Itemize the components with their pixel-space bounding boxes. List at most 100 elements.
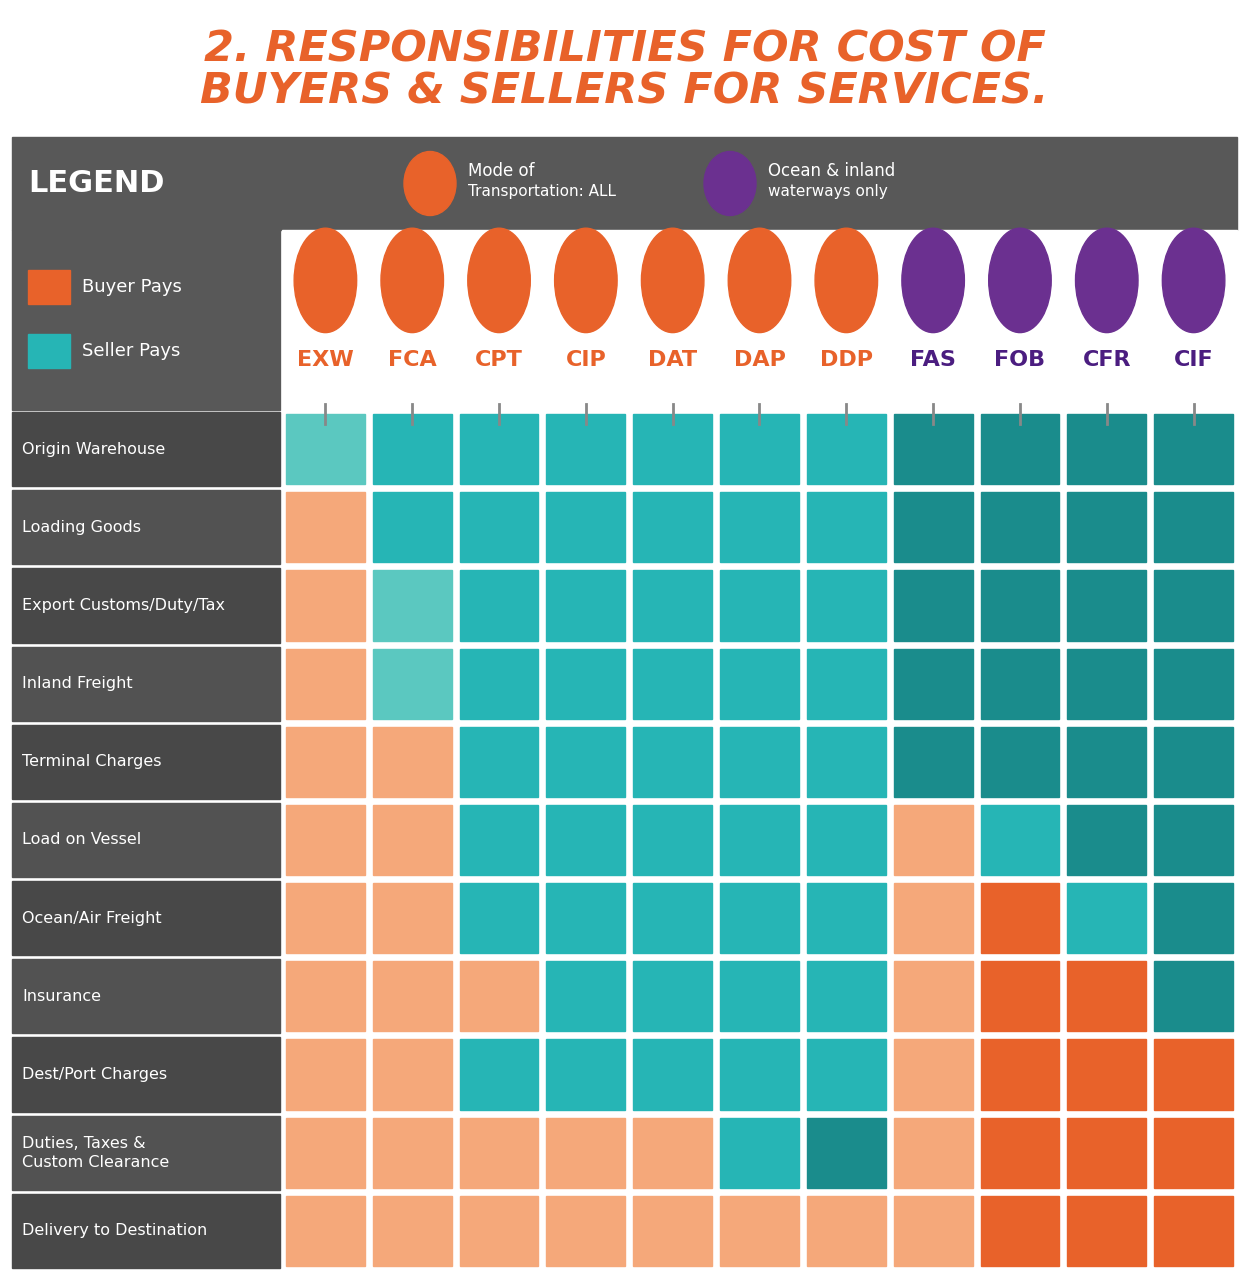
FancyBboxPatch shape	[721, 493, 799, 562]
Text: DAP: DAP	[733, 349, 786, 370]
Ellipse shape	[475, 241, 523, 320]
Text: FOB: FOB	[994, 349, 1045, 370]
FancyBboxPatch shape	[12, 1038, 280, 1111]
FancyBboxPatch shape	[980, 961, 1059, 1032]
FancyBboxPatch shape	[980, 493, 1059, 562]
FancyBboxPatch shape	[894, 961, 973, 1032]
FancyBboxPatch shape	[372, 1039, 452, 1110]
FancyBboxPatch shape	[894, 805, 973, 876]
FancyBboxPatch shape	[286, 1039, 365, 1110]
FancyBboxPatch shape	[894, 1039, 973, 1110]
FancyBboxPatch shape	[1068, 1196, 1147, 1266]
Ellipse shape	[468, 228, 531, 333]
FancyBboxPatch shape	[980, 805, 1059, 876]
Text: DAT: DAT	[648, 349, 697, 370]
FancyBboxPatch shape	[807, 571, 886, 640]
FancyBboxPatch shape	[633, 493, 712, 562]
FancyBboxPatch shape	[460, 1117, 538, 1188]
FancyBboxPatch shape	[807, 805, 886, 876]
FancyBboxPatch shape	[460, 413, 538, 484]
FancyBboxPatch shape	[980, 571, 1059, 640]
FancyBboxPatch shape	[633, 1196, 712, 1266]
FancyBboxPatch shape	[807, 883, 886, 954]
FancyBboxPatch shape	[286, 1117, 365, 1188]
Ellipse shape	[909, 241, 958, 320]
FancyBboxPatch shape	[980, 649, 1059, 719]
Ellipse shape	[816, 228, 878, 333]
FancyBboxPatch shape	[721, 1039, 799, 1110]
FancyBboxPatch shape	[1068, 1039, 1147, 1110]
FancyBboxPatch shape	[721, 727, 799, 797]
Ellipse shape	[295, 228, 357, 333]
FancyBboxPatch shape	[1154, 961, 1233, 1032]
Ellipse shape	[709, 159, 749, 209]
Text: DDP: DDP	[819, 349, 873, 370]
FancyBboxPatch shape	[286, 1196, 365, 1266]
FancyBboxPatch shape	[372, 413, 452, 484]
Text: Load on Vessel: Load on Vessel	[22, 832, 141, 847]
Text: Insurance: Insurance	[22, 989, 101, 1004]
FancyBboxPatch shape	[547, 961, 626, 1032]
Text: LEGEND: LEGEND	[27, 169, 165, 198]
FancyBboxPatch shape	[633, 649, 712, 719]
FancyBboxPatch shape	[807, 727, 886, 797]
Text: 2. RESPONSIBILITIES FOR COST OF: 2. RESPONSIBILITIES FOR COST OF	[204, 29, 1045, 70]
FancyBboxPatch shape	[980, 1196, 1059, 1266]
FancyBboxPatch shape	[372, 961, 452, 1032]
FancyBboxPatch shape	[894, 1117, 973, 1188]
FancyBboxPatch shape	[633, 413, 712, 484]
Ellipse shape	[736, 241, 784, 320]
Text: Export Customs/Duty/Tax: Export Customs/Duty/Tax	[22, 598, 225, 613]
Text: waterways only: waterways only	[768, 184, 888, 198]
FancyBboxPatch shape	[286, 805, 365, 876]
FancyBboxPatch shape	[1068, 493, 1147, 562]
FancyBboxPatch shape	[1154, 413, 1233, 484]
FancyBboxPatch shape	[980, 727, 1059, 797]
Text: Loading Goods: Loading Goods	[22, 520, 141, 535]
FancyBboxPatch shape	[12, 490, 280, 564]
FancyBboxPatch shape	[1154, 649, 1233, 719]
Ellipse shape	[301, 241, 350, 320]
FancyBboxPatch shape	[1068, 413, 1147, 484]
FancyBboxPatch shape	[633, 1117, 712, 1188]
FancyBboxPatch shape	[894, 883, 973, 954]
FancyBboxPatch shape	[460, 1039, 538, 1110]
FancyBboxPatch shape	[807, 1196, 886, 1266]
Text: CIF: CIF	[1174, 349, 1213, 370]
Ellipse shape	[642, 228, 704, 333]
FancyBboxPatch shape	[286, 649, 365, 719]
FancyBboxPatch shape	[460, 805, 538, 876]
FancyBboxPatch shape	[460, 571, 538, 640]
Text: Transportation: ALL: Transportation: ALL	[468, 184, 616, 198]
FancyBboxPatch shape	[1068, 805, 1147, 876]
FancyBboxPatch shape	[980, 883, 1059, 954]
FancyBboxPatch shape	[894, 727, 973, 797]
Ellipse shape	[410, 159, 450, 209]
FancyBboxPatch shape	[27, 334, 70, 369]
FancyBboxPatch shape	[372, 493, 452, 562]
FancyBboxPatch shape	[547, 649, 626, 719]
FancyBboxPatch shape	[12, 1116, 280, 1190]
Text: CPT: CPT	[475, 349, 523, 370]
FancyBboxPatch shape	[286, 493, 365, 562]
FancyBboxPatch shape	[460, 883, 538, 954]
FancyBboxPatch shape	[721, 883, 799, 954]
FancyBboxPatch shape	[633, 727, 712, 797]
FancyBboxPatch shape	[282, 230, 1237, 410]
Ellipse shape	[562, 241, 611, 320]
FancyBboxPatch shape	[633, 883, 712, 954]
FancyBboxPatch shape	[286, 571, 365, 640]
Text: Duties, Taxes &
Custom Clearance: Duties, Taxes & Custom Clearance	[22, 1135, 170, 1170]
Ellipse shape	[381, 228, 443, 333]
FancyBboxPatch shape	[547, 1039, 626, 1110]
Text: Inland Freight: Inland Freight	[22, 676, 132, 691]
FancyBboxPatch shape	[460, 649, 538, 719]
FancyBboxPatch shape	[547, 571, 626, 640]
Text: EXW: EXW	[297, 349, 353, 370]
FancyBboxPatch shape	[1154, 493, 1233, 562]
FancyBboxPatch shape	[807, 1039, 886, 1110]
FancyBboxPatch shape	[12, 881, 280, 955]
FancyBboxPatch shape	[894, 493, 973, 562]
FancyBboxPatch shape	[1068, 883, 1147, 954]
FancyBboxPatch shape	[721, 961, 799, 1032]
